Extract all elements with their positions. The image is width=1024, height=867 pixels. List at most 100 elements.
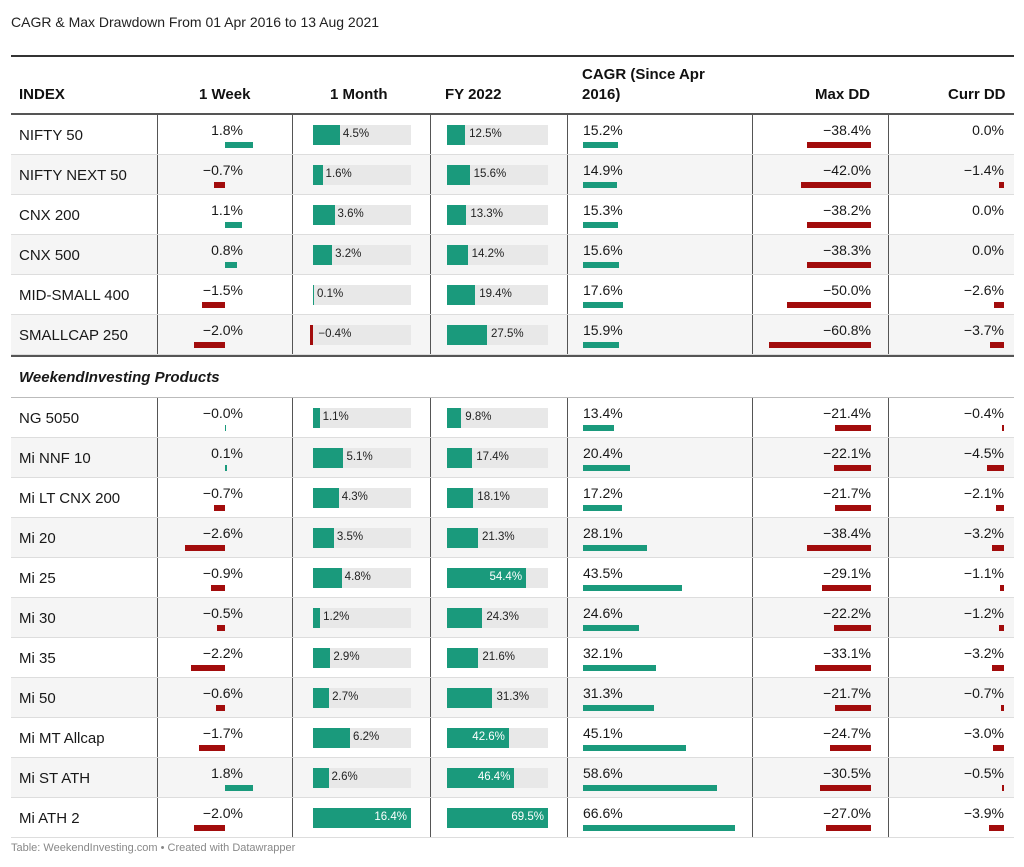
currdd-bar <box>991 665 1004 671</box>
week-bar <box>214 505 225 511</box>
month-label: 0.1% <box>317 288 344 300</box>
column-separator <box>292 195 293 234</box>
column-separator <box>567 155 568 194</box>
currdd-bar <box>1001 705 1004 711</box>
currdd-bar <box>987 465 1004 471</box>
month-bar <box>313 245 333 265</box>
month-label: 1.6% <box>325 168 352 180</box>
currdd-bar <box>992 745 1004 751</box>
column-separator <box>752 758 753 797</box>
column-separator <box>157 195 158 234</box>
row-name: NIFTY NEXT 50 <box>19 167 127 184</box>
column-separator <box>430 718 431 757</box>
currdd-value: −3.2% <box>963 645 1004 661</box>
month-label: 3.5% <box>336 531 364 543</box>
fy-label: 42.6% <box>472 731 505 743</box>
fy-label: 12.5% <box>469 128 502 140</box>
week-value: −0.9% <box>202 565 243 581</box>
column-separator <box>888 798 889 837</box>
header-cagr: CAGR (Since Apr 2016) <box>582 66 705 103</box>
column-separator <box>430 678 431 717</box>
column-separator <box>888 315 889 354</box>
column-separator <box>157 155 158 194</box>
column-separator <box>157 275 158 314</box>
column-separator <box>752 438 753 477</box>
column-separator <box>888 235 889 274</box>
column-separator <box>567 438 568 477</box>
cagr-bar <box>583 505 623 511</box>
week-value: −1.7% <box>202 725 243 741</box>
column-separator <box>430 195 431 234</box>
cagr-bar <box>583 222 618 228</box>
maxdd-bar <box>825 825 871 831</box>
column-separator <box>157 598 158 637</box>
column-separator <box>157 558 158 597</box>
currdd-bar <box>991 545 1004 551</box>
column-separator <box>430 235 431 274</box>
column-separator <box>752 398 753 437</box>
currdd-value: −0.4% <box>963 405 1004 421</box>
currdd-value: 0.0% <box>972 202 1004 218</box>
column-separator <box>157 678 158 717</box>
week-bar <box>225 465 227 471</box>
cagr-bar <box>583 425 614 431</box>
fy-bar <box>447 728 509 748</box>
table-row: Mi ATH 2 −2.0% 16.4% 69.5% 66.6% −27.0% −3.9% <box>11 798 1014 838</box>
table-row: Mi 50 −0.6% 2.7% 31.3% 31.3% −21.7% −0.7% <box>11 678 1014 718</box>
month-label: 3.6% <box>337 208 364 220</box>
week-bar <box>211 585 225 591</box>
row-name: MID-SMALL 400 <box>19 287 130 304</box>
month-track <box>313 205 411 225</box>
column-separator <box>157 758 158 797</box>
fy-bar <box>447 408 462 428</box>
week-bar <box>194 342 225 348</box>
month-bar <box>313 768 329 788</box>
column-separator <box>430 478 431 517</box>
maxdd-bar <box>806 545 871 551</box>
week-value: −2.0% <box>202 322 243 338</box>
fy-bar <box>447 688 493 708</box>
column-separator <box>567 718 568 757</box>
fy-bar <box>447 608 483 628</box>
cagr-value: 15.2% <box>583 122 623 138</box>
column-separator <box>567 115 568 154</box>
maxdd-bar <box>822 585 871 591</box>
cagr-bar <box>583 545 648 551</box>
fy-label: 31.3% <box>496 691 530 703</box>
column-separator <box>888 115 889 154</box>
row-name: Mi NNF 10 <box>19 450 91 467</box>
column-separator <box>752 478 753 517</box>
cagr-bar <box>583 785 717 791</box>
column-separator <box>430 438 431 477</box>
column-separator <box>292 315 293 354</box>
column-separator <box>567 678 568 717</box>
maxdd-bar <box>769 342 871 348</box>
cagr-value: 24.6% <box>583 605 623 621</box>
fy-bar <box>447 648 479 668</box>
currdd-value: 0.0% <box>972 122 1004 138</box>
maxdd-value: −33.1% <box>823 645 871 661</box>
column-separator <box>888 638 889 677</box>
week-value: −2.2% <box>202 645 243 661</box>
maxdd-value: −21.4% <box>823 405 871 421</box>
cagr-bar <box>583 825 735 831</box>
column-separator <box>430 798 431 837</box>
fy-label: 27.5% <box>490 328 524 340</box>
column-separator <box>567 398 568 437</box>
week-bar <box>225 142 253 148</box>
table-row: Mi MT Allcap −1.7% 6.2% 42.6% 45.1% −24.7% −3.… <box>11 718 1014 758</box>
maxdd-value: −21.7% <box>823 485 871 501</box>
month-track <box>313 408 411 428</box>
fy-bar <box>447 488 474 508</box>
maxdd-bar <box>800 182 871 188</box>
column-separator <box>292 518 293 557</box>
fy-label: 18.1% <box>477 491 510 503</box>
column-separator <box>157 315 158 354</box>
month-label: 6.2% <box>353 731 380 743</box>
column-separator <box>430 398 431 437</box>
column-separator <box>752 315 753 354</box>
cagr-value: 28.1% <box>583 525 623 541</box>
currdd-bar <box>1002 425 1004 431</box>
column-separator <box>752 678 753 717</box>
column-separator <box>157 718 158 757</box>
